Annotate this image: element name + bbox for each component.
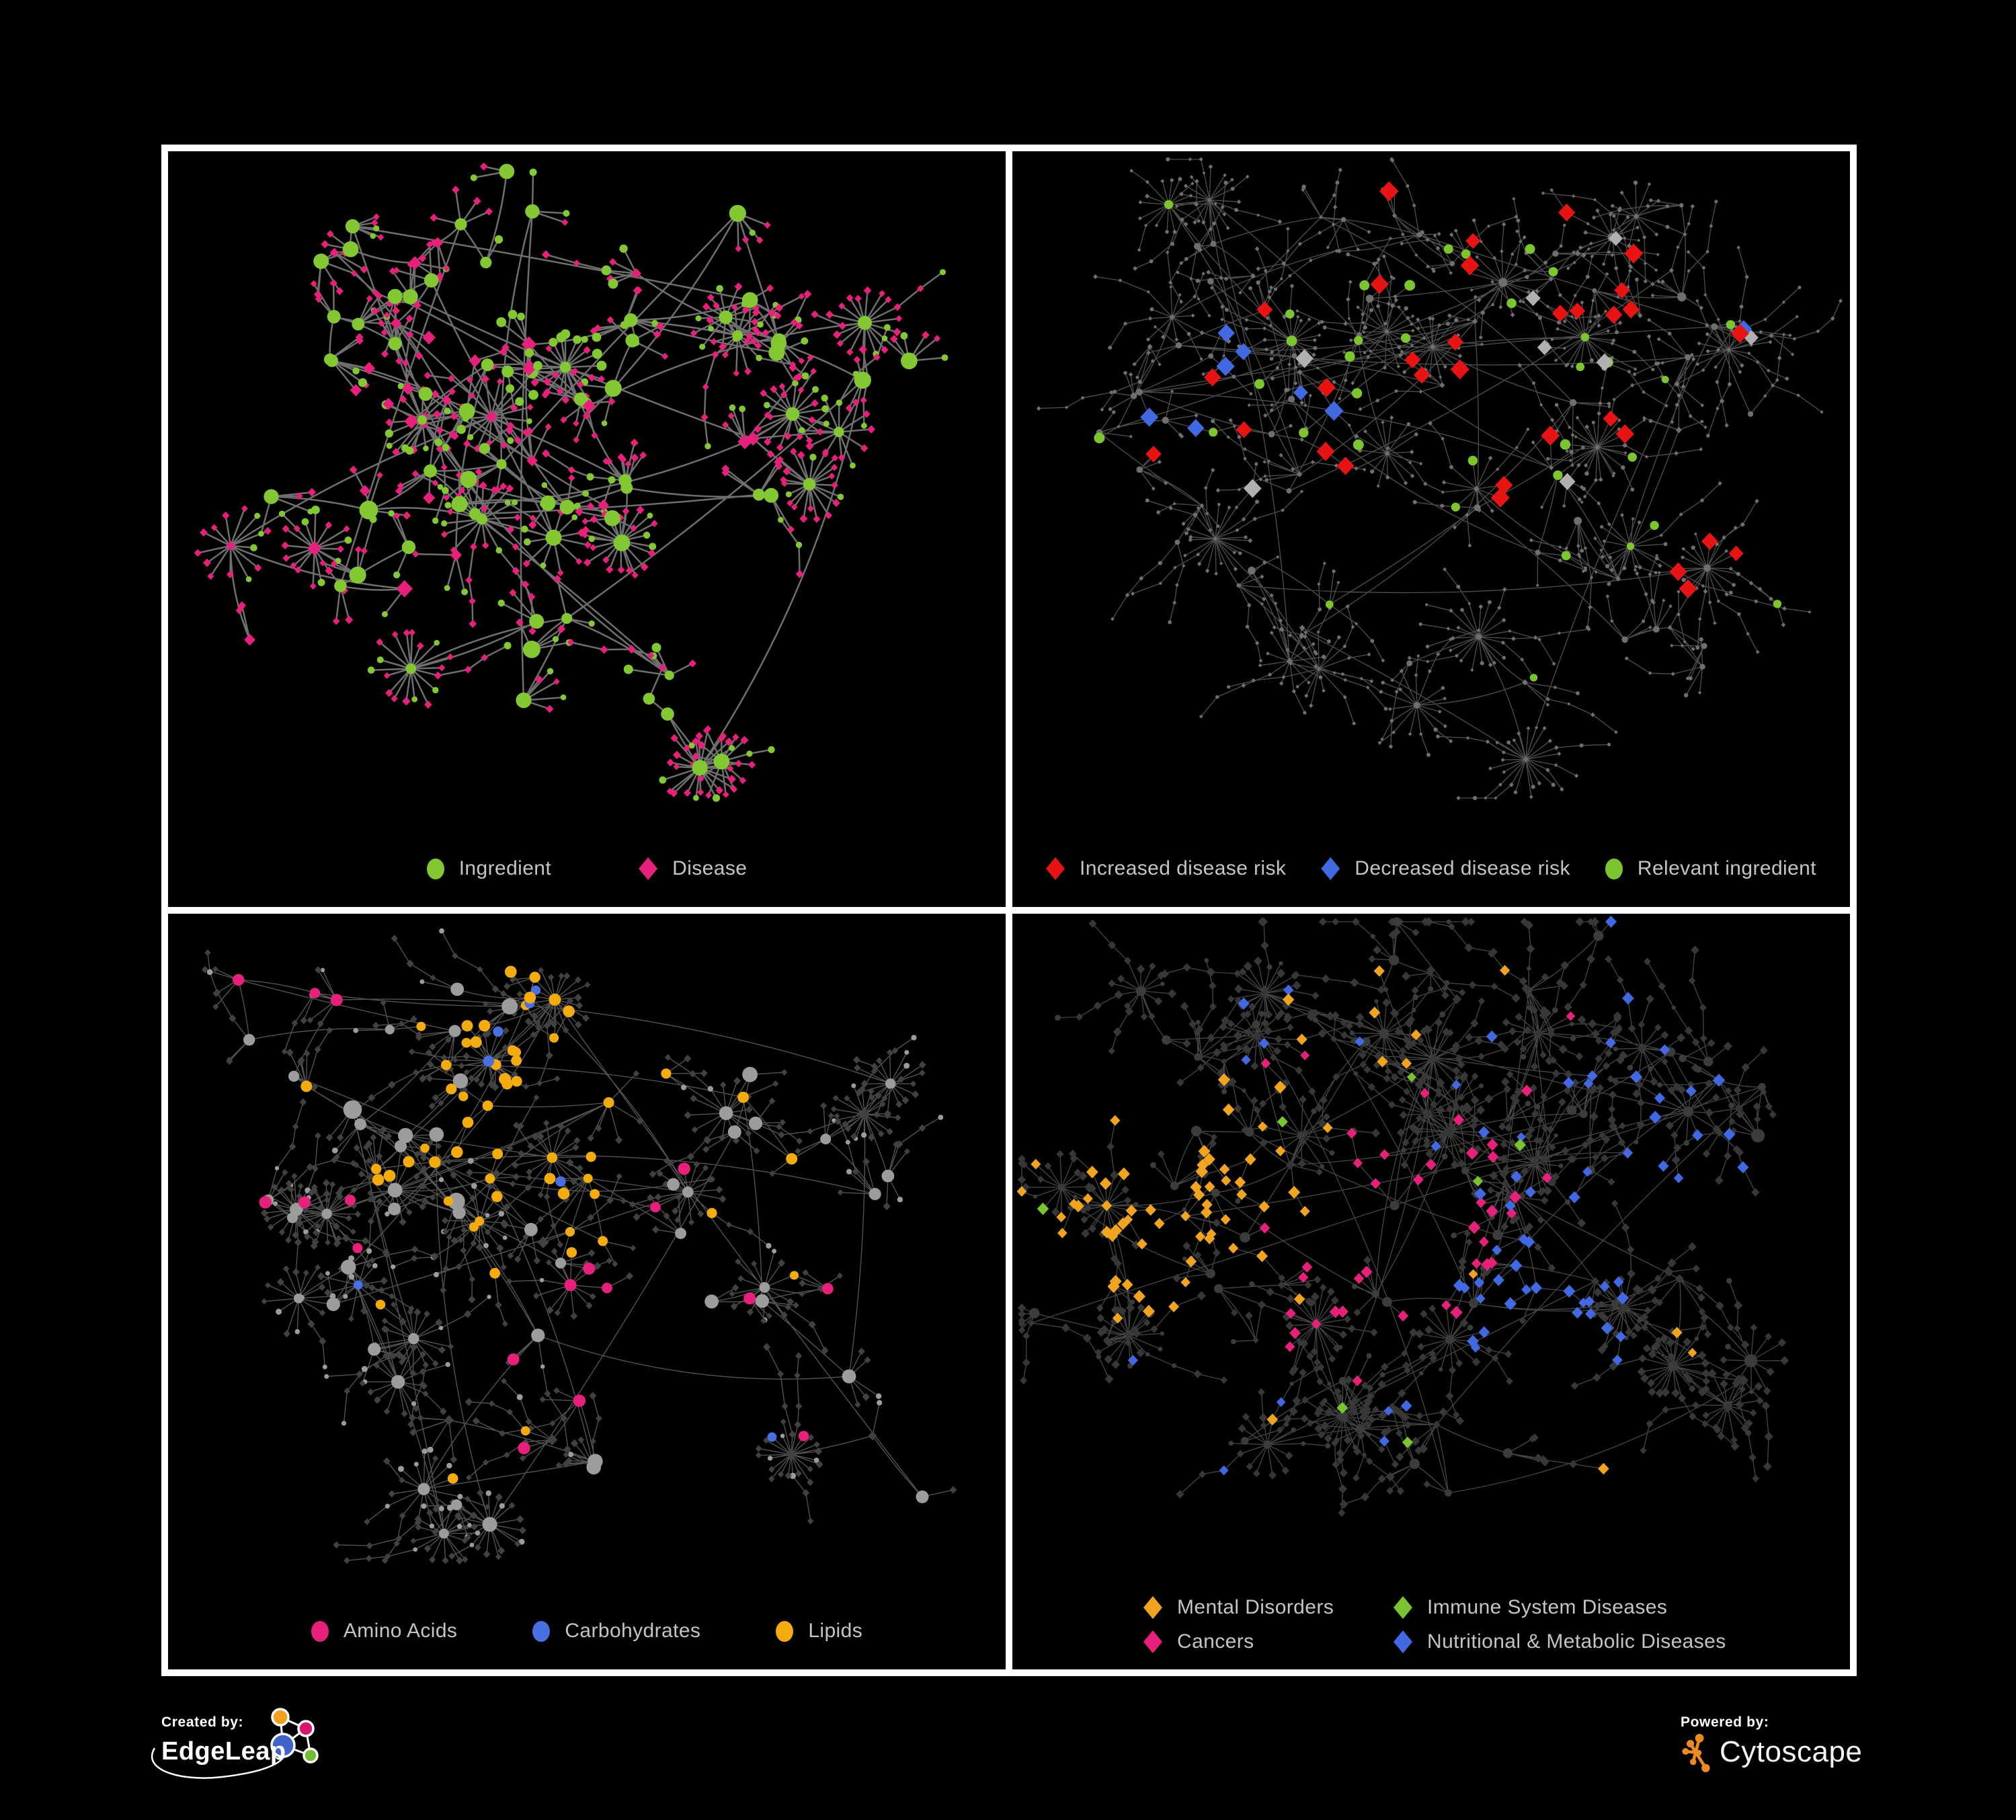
lipids-circle-icon [776, 1620, 794, 1642]
network-edges [1038, 159, 1841, 799]
legend-label-immune-system-diseases: Immune System Diseases [1427, 1596, 1668, 1618]
legend-item-immune-system-diseases: Immune System Diseases [1394, 1596, 1726, 1619]
legend-label-amino-acids: Amino Acids [343, 1620, 458, 1642]
relevant-ingredient-circle-icon [1605, 858, 1623, 879]
legend-ingredient-disease: Ingredient Disease [168, 857, 1006, 880]
cytoscape-credit: Powered by: Cytoscape [1681, 1714, 1882, 1809]
edgeleap-node-green [303, 1747, 319, 1764]
legend-label-cancers: Cancers [1177, 1630, 1254, 1653]
legend-item-nutritional-metabolic-diseases: Nutritional & Metabolic Diseases [1394, 1630, 1726, 1653]
legend-item-decreased-risk: Decreased disease risk [1321, 857, 1570, 880]
mental-disorders-diamond-icon [1143, 1596, 1162, 1619]
legend-item-lipids: Lipids [776, 1620, 862, 1643]
panel-disease-risk: Increased disease risk Decreased disease… [1012, 151, 1850, 907]
created-by-label: Created by: [161, 1714, 244, 1730]
network-nodes [201, 928, 957, 1565]
panel-grid: Ingredient Disease Increased disease ris… [161, 145, 1857, 1676]
cytoscape-mark-nodes [1682, 1733, 1710, 1772]
network-edges [1021, 921, 1785, 1513]
legend-label-relevant-ingredient: Relevant ingredient [1637, 857, 1816, 879]
legend-label-nutritional-metabolic-diseases: Nutritional & Metabolic Diseases [1427, 1630, 1726, 1653]
legend-item-cancers: Cancers [1143, 1630, 1394, 1653]
ingredient-circle-icon [426, 858, 444, 879]
cancers-diamond-icon [1143, 1630, 1162, 1653]
legend-disease-classes: Mental Disorders Immune System Diseases … [1143, 1596, 1726, 1653]
legend-label-disease: Disease [672, 857, 748, 879]
increased-risk-diamond-icon [1046, 857, 1065, 880]
powered-by-label: Powered by: [1681, 1714, 1769, 1730]
network-nutrient-classes [201, 928, 957, 1565]
edgeleap-name: EdgeLeap [161, 1737, 286, 1766]
legend-label-lipids: Lipids [808, 1620, 863, 1642]
nutritional-metabolic-diamond-icon [1394, 1630, 1412, 1653]
panel-ingredient-disease: Ingredient Disease [168, 151, 1006, 907]
carbohydrates-circle-icon [532, 1620, 551, 1642]
network-nodes [194, 162, 949, 802]
cytoscape-logo-icon [1682, 1733, 1710, 1772]
legend-item-increased-risk: Increased disease risk [1046, 857, 1286, 880]
legend-label-increased-risk: Increased disease risk [1080, 857, 1287, 879]
edgeleap-logo: EdgeLeap [151, 1708, 444, 1807]
legend-label-carbohydrates: Carbohydrates [565, 1620, 701, 1642]
network-nodes [1016, 916, 1789, 1517]
cytoscape-name: Cytoscape [1720, 1735, 1863, 1768]
legend-label-decreased-risk: Decreased disease risk [1355, 857, 1570, 879]
network-disease-risk [1036, 157, 1843, 801]
network-ingredient-disease [194, 162, 949, 802]
legend-nutrient-classes: Amino Acids Carbohydrates Lipids [168, 1620, 1006, 1643]
cytoscape-logo: Cytoscape [1681, 1732, 1882, 1772]
disease-diamond-icon [639, 857, 658, 880]
network-disease-classes [1016, 916, 1789, 1517]
immune-system-diseases-diamond-icon [1394, 1596, 1412, 1619]
legend-item-disease: Disease [639, 857, 747, 880]
legend-item-amino-acids: Amino Acids [311, 1620, 457, 1643]
legend-label-ingredient: Ingredient [458, 857, 552, 879]
network-edges [197, 165, 946, 799]
panel-nutrient-classes: Amino Acids Carbohydrates Lipids [168, 914, 1006, 1669]
edgeleap-credit: Created by: EdgeLeap [151, 1708, 444, 1815]
legend-label-mental-disorders: Mental Disorders [1177, 1596, 1334, 1618]
legend-item-ingredient: Ingredient [426, 857, 552, 880]
legend-item-carbohydrates: Carbohydrates [532, 1620, 700, 1643]
legend-item-mental-disorders: Mental Disorders [1143, 1596, 1394, 1619]
legend-item-relevant-ingredient: Relevant ingredient [1605, 857, 1816, 880]
amino-acids-circle-icon [311, 1620, 329, 1642]
panel-disease-classes: Mental Disorders Immune System Diseases … [1012, 914, 1850, 1669]
decreased-risk-diamond-icon [1321, 857, 1340, 880]
legend-disease-risk: Increased disease risk Decreased disease… [1012, 857, 1850, 880]
